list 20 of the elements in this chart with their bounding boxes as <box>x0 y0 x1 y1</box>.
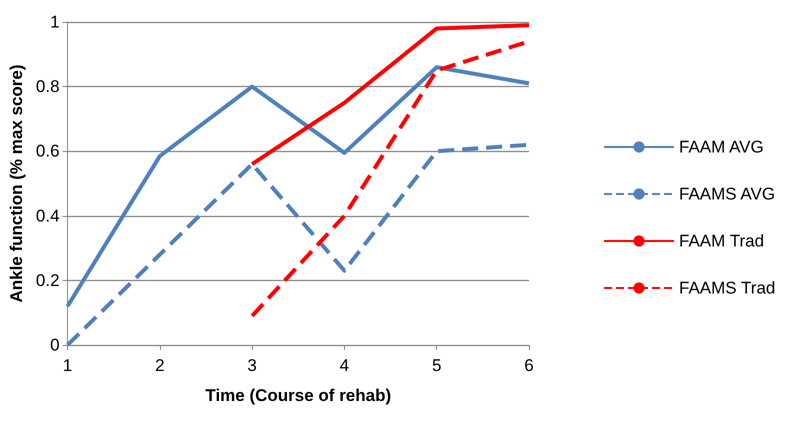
x-tick-label: 5 <box>432 356 442 375</box>
y-tick-label: 0.2 <box>36 270 60 290</box>
x-tick-label: 6 <box>524 356 534 375</box>
legend-label: FAAM AVG <box>679 138 764 156</box>
y-tick-label: 0 <box>50 336 60 354</box>
line-series <box>250 23 531 166</box>
x-tick-label: 3 <box>247 356 257 375</box>
x-axis-title: Time (Course of rehab) <box>205 386 392 405</box>
x-tick-label: 1 <box>62 356 72 375</box>
y-tick-label: 0.6 <box>36 142 60 161</box>
line-series <box>66 65 531 308</box>
y-tick-label: 0.8 <box>36 77 60 96</box>
x-tick-label: 4 <box>340 356 350 375</box>
legend-label: FAAMS AVG <box>679 184 776 204</box>
legend-label: FAAMS Trad <box>679 278 776 298</box>
y-tick-label: 0.4 <box>36 206 60 226</box>
y-tick-label: 1 <box>50 12 60 32</box>
legend-label: FAAM Trad <box>679 232 764 250</box>
y-axis-title: Ankle function (% max score) <box>7 64 26 303</box>
x-tick-label: 2 <box>155 356 165 375</box>
